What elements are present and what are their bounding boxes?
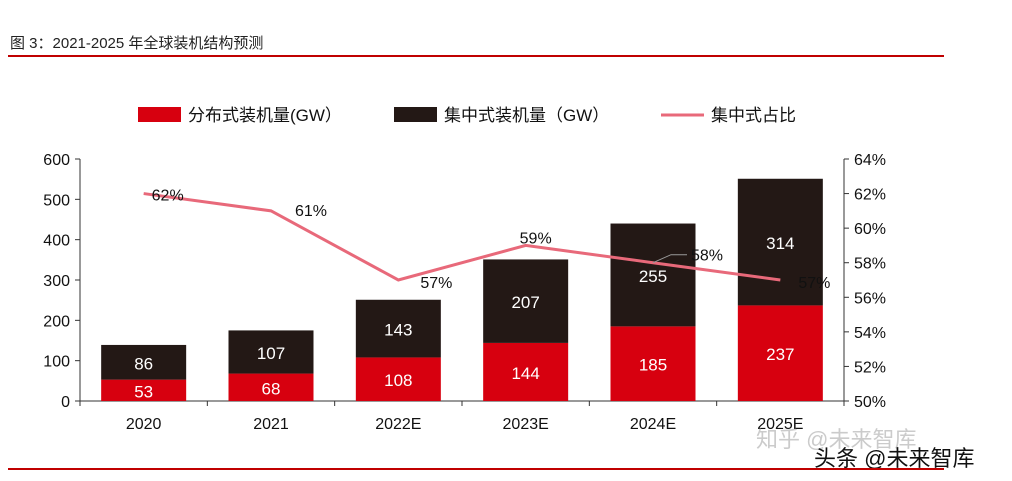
x-tick-label: 2021	[253, 416, 289, 433]
y-left-tick-label: 400	[43, 233, 70, 250]
ratio-line-path	[143, 192, 781, 282]
bar-distributed-label: 108	[384, 371, 412, 390]
y-right-tick-label: 52%	[854, 359, 886, 376]
y-left-tick-label: 300	[43, 273, 70, 290]
legend-swatch	[138, 107, 181, 122]
legend-label: 集中式占比	[711, 106, 796, 125]
bars: 53 86 68 107 108 143 144 207 185 255 237 314	[101, 178, 823, 401]
y-left-tick-label: 0	[61, 394, 70, 411]
bar-distributed	[228, 373, 314, 401]
top-rule	[8, 55, 944, 57]
bar-centralized	[101, 344, 187, 380]
ratio-label: 58%	[691, 248, 723, 265]
y-right-tick-label: 62%	[854, 187, 886, 204]
y-left-tick-label: 100	[43, 354, 70, 371]
axes: 0 100 200 300 400 500 600 50% 52% 54% 56% 58% 60% 62%…	[43, 152, 886, 433]
legend-label: 分布式装机量(GW）	[188, 106, 342, 125]
bar-centralized-label: 314	[766, 234, 794, 253]
bar-distributed	[483, 342, 569, 401]
y-left-tick-label: 600	[43, 152, 70, 169]
bar-centralized	[228, 330, 314, 374]
bar-centralized-label: 107	[257, 344, 285, 363]
y-left-tick-label: 500	[43, 192, 70, 209]
bottom-rule	[8, 468, 944, 470]
y-left-tick-label: 200	[43, 313, 70, 330]
bar-centralized-label: 143	[384, 321, 412, 340]
x-tick-label: 2022E	[375, 416, 421, 433]
bar-distributed	[610, 326, 696, 401]
x-tick-label: 2024E	[630, 416, 676, 433]
legend-swatch	[394, 107, 437, 122]
ratio-label: 57%	[798, 275, 830, 292]
watermark-zhihu: 知乎 @未来智库	[756, 427, 917, 452]
ratio-label: 57%	[420, 275, 452, 292]
bar-distributed	[355, 357, 441, 401]
bar-distributed-label: 53	[134, 382, 153, 401]
figure-title: 图 3：2021-2025 年全球装机结构预测	[10, 35, 264, 52]
bar-centralized-label: 86	[134, 354, 153, 373]
bar-distributed	[737, 305, 823, 401]
ratio-label: 59%	[520, 230, 552, 247]
bar-centralized	[355, 299, 441, 358]
ratio-label: 61%	[295, 203, 327, 220]
y-right-tick-label: 50%	[854, 394, 886, 411]
bar-centralized-label: 207	[511, 293, 539, 312]
legend-label: 集中式装机量（GW）	[444, 106, 609, 125]
y-right-tick-label: 60%	[854, 221, 886, 238]
x-tick-label: 2020	[126, 416, 162, 433]
watermark-toutiao: 头条 @未来智库	[814, 446, 975, 471]
bar-centralized-label: 255	[639, 267, 667, 286]
y-right-tick-label: 56%	[854, 290, 886, 307]
bar-centralized	[737, 178, 823, 306]
bar-distributed-label: 68	[262, 379, 281, 398]
y-right-tick-label: 58%	[854, 256, 886, 273]
bar-distributed-label: 237	[766, 345, 794, 364]
x-tick-label: 2025E	[757, 416, 803, 433]
bar-centralized	[483, 259, 569, 343]
y-right-tick-label: 64%	[854, 152, 886, 169]
ratio-line: 62% 61% 57% 59% 58% 57%	[143, 188, 830, 292]
legend: 分布式装机量(GW） 集中式装机量（GW） 集中式占比	[138, 106, 796, 125]
leader-line	[652, 254, 687, 264]
y-right-tick-label: 54%	[854, 325, 886, 342]
x-tick-label: 2023E	[503, 416, 549, 433]
bar-distributed	[101, 379, 187, 401]
bar-distributed-label: 185	[639, 356, 667, 375]
ratio-label: 62%	[152, 188, 184, 205]
bar-distributed-label: 144	[511, 364, 539, 383]
bar-centralized	[610, 223, 696, 327]
